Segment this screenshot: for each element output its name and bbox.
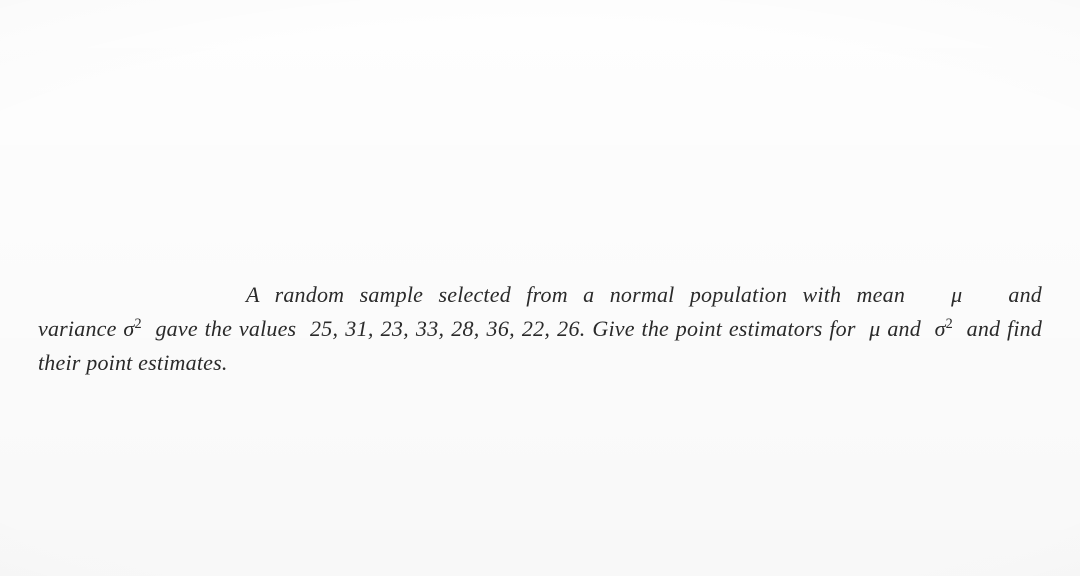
text-and-2: and (887, 316, 921, 341)
symbol-sigma-squared-2: σ2 (935, 316, 953, 341)
text-and: and (1008, 282, 1042, 307)
problem-statement: A random sample selected from a normal p… (38, 278, 1042, 380)
symbol-mu: μ (951, 282, 962, 307)
sample-values: 25, 31, 23, 33, 28, 36, 22, 26. (310, 316, 586, 341)
symbol-exponent: 2 (134, 316, 141, 332)
document-page: A random sample selected from a normal p… (0, 0, 1080, 576)
text-give: Give the point estimators for (592, 316, 855, 341)
text-lead: A random sample selected from a normal p… (246, 282, 905, 307)
symbol-sigma-squared: σ2 (123, 316, 141, 341)
text-gave: gave the values (155, 316, 296, 341)
symbol-exponent-2: 2 (946, 316, 953, 332)
text-variance: variance (38, 316, 117, 341)
symbol-sigma: σ (123, 316, 134, 341)
symbol-mu-2: μ (869, 316, 880, 341)
symbol-sigma-2: σ (935, 316, 946, 341)
